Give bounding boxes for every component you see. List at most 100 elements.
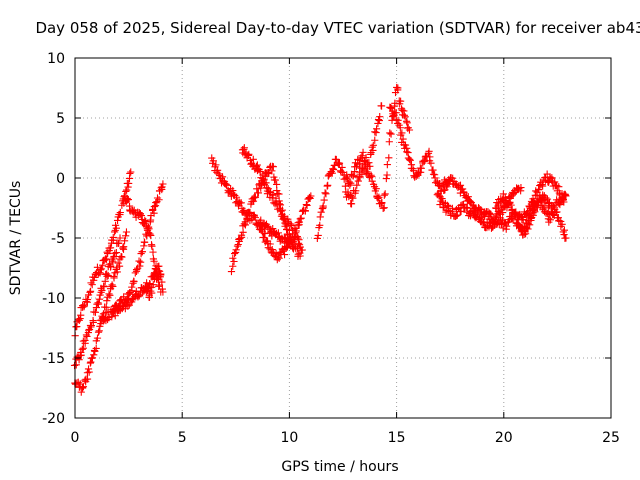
data-point xyxy=(385,154,393,162)
data-point xyxy=(503,222,511,230)
data-point xyxy=(297,214,305,222)
data-point xyxy=(94,300,103,308)
data-point xyxy=(527,216,535,225)
data-point xyxy=(436,193,444,201)
data-point xyxy=(155,267,163,275)
data-point xyxy=(457,207,465,216)
data-point xyxy=(141,216,149,225)
data-point xyxy=(405,126,414,134)
data-point xyxy=(111,249,119,257)
data-point xyxy=(155,196,163,204)
data-point xyxy=(77,388,85,396)
data-point xyxy=(116,234,124,242)
data-point xyxy=(251,214,259,222)
data-point xyxy=(240,144,248,152)
data-point xyxy=(383,171,391,179)
data-point xyxy=(100,283,108,291)
data-point xyxy=(251,193,260,201)
data-point xyxy=(102,255,111,263)
data-point xyxy=(342,174,350,182)
y-tick-label: 10 xyxy=(47,51,65,67)
data-point xyxy=(215,170,223,178)
data-point xyxy=(555,183,563,191)
data-point xyxy=(274,229,282,237)
data-point xyxy=(282,244,290,252)
data-point xyxy=(388,116,396,124)
data-point xyxy=(106,244,115,252)
data-point xyxy=(313,234,321,243)
data-point xyxy=(488,217,496,225)
data-point xyxy=(382,174,390,183)
data-point xyxy=(269,163,277,171)
data-point xyxy=(109,254,117,262)
y-axis-label: SDTVAR / TECUs xyxy=(8,181,24,296)
data-point xyxy=(295,218,304,226)
data-point xyxy=(150,257,158,265)
data-point xyxy=(79,383,88,391)
data-point xyxy=(420,157,428,166)
data-point xyxy=(94,328,103,336)
data-point xyxy=(96,266,105,274)
data-point xyxy=(475,205,483,213)
data-point xyxy=(328,169,336,177)
data-point xyxy=(381,190,389,198)
data-point xyxy=(157,271,165,279)
data-point xyxy=(456,181,465,189)
data-point xyxy=(427,159,435,167)
data-point xyxy=(368,177,376,185)
data-point xyxy=(97,265,106,273)
data-point xyxy=(136,262,144,270)
data-point xyxy=(110,272,118,281)
data-point xyxy=(392,109,400,117)
ticks-layer: 0 5 10 15 20 25 -20 -15 -10 -5 0 5 10 xyxy=(42,51,620,446)
data-point xyxy=(401,113,409,121)
data-point xyxy=(91,308,100,316)
y-tick-label: -10 xyxy=(42,291,65,307)
data-point xyxy=(303,201,311,210)
data-point xyxy=(83,295,92,304)
data-point xyxy=(112,224,120,232)
data-point xyxy=(254,220,262,228)
data-point xyxy=(132,265,141,274)
x-tick-label: 10 xyxy=(280,430,298,446)
data-point xyxy=(90,351,98,359)
data-point xyxy=(74,315,83,323)
data-point xyxy=(107,262,115,270)
data-point xyxy=(386,103,395,112)
data-point xyxy=(95,327,103,335)
data-point xyxy=(149,281,157,289)
data-point xyxy=(159,288,167,296)
data-point xyxy=(149,248,157,256)
data-point xyxy=(273,180,281,189)
x-tick-label: 5 xyxy=(178,430,187,446)
data-point xyxy=(485,209,493,217)
data-point xyxy=(126,288,134,297)
series-track-e xyxy=(109,180,167,314)
data-point xyxy=(76,314,84,323)
data-point xyxy=(452,212,460,220)
data-point xyxy=(521,230,530,238)
data-point xyxy=(259,171,267,179)
data-point xyxy=(138,248,146,256)
data-point xyxy=(143,279,151,287)
data-point xyxy=(417,164,425,172)
data-point xyxy=(123,186,131,194)
data-point xyxy=(233,242,242,250)
data-point xyxy=(110,228,119,236)
data-point xyxy=(145,293,154,301)
data-point xyxy=(236,234,244,243)
data-point xyxy=(129,294,137,302)
data-point xyxy=(499,224,507,232)
data-point xyxy=(347,179,355,187)
data-point xyxy=(254,189,262,197)
data-point xyxy=(360,157,368,166)
data-point xyxy=(122,228,131,236)
data-point xyxy=(227,267,236,276)
data-point xyxy=(403,148,411,156)
x-tick-label: 25 xyxy=(602,430,620,446)
data-point xyxy=(321,189,329,197)
data-point xyxy=(79,344,87,352)
data-point xyxy=(383,161,391,169)
data-point xyxy=(512,208,520,216)
data-point xyxy=(75,356,83,364)
